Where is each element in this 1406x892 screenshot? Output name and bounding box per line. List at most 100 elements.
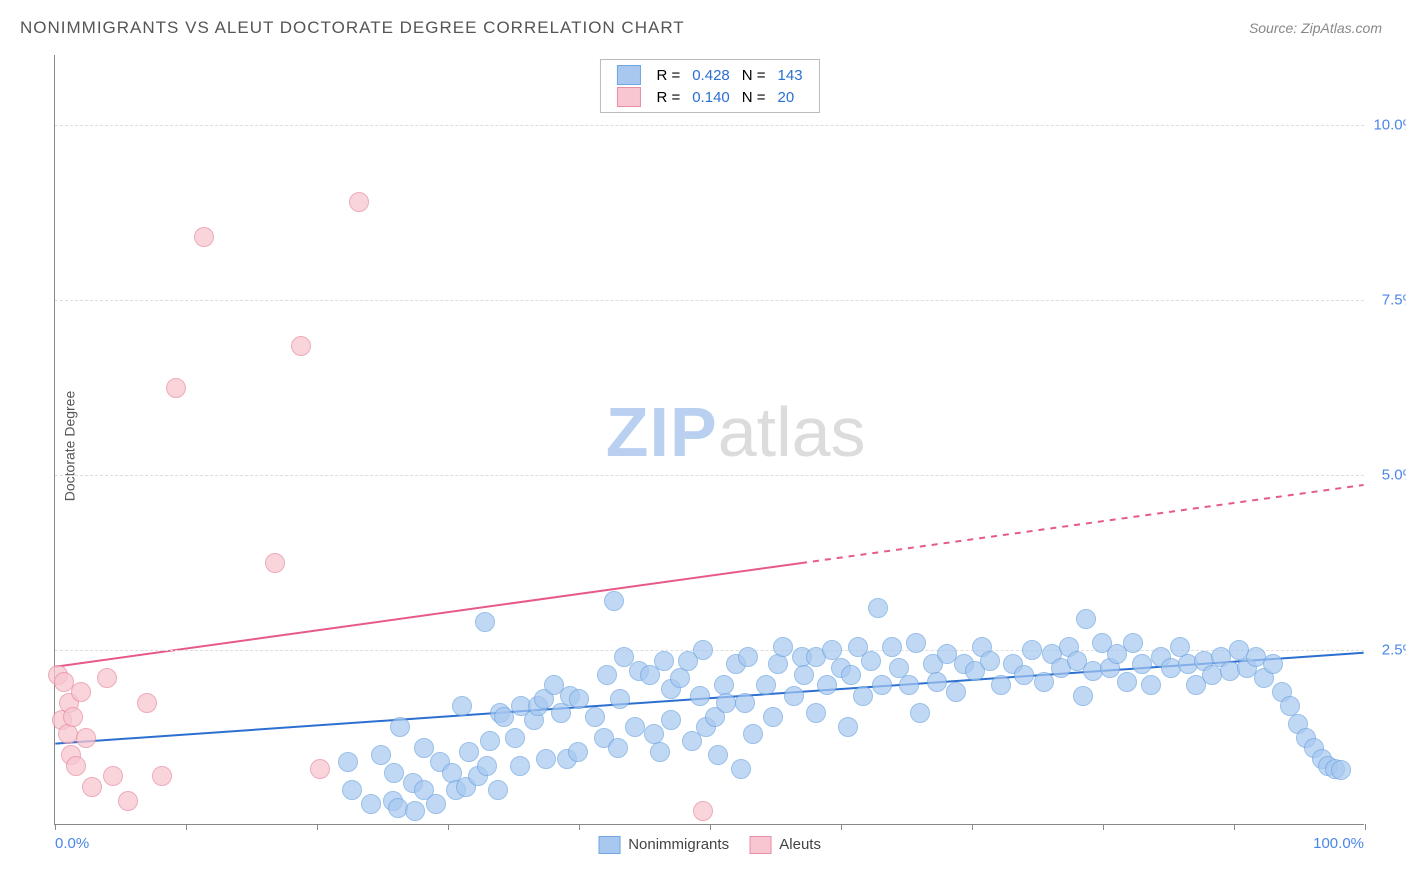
data-point [475,612,495,632]
data-point [1202,665,1222,685]
y-tick-label: 2.5% [1382,642,1406,659]
data-point [991,675,1011,695]
data-point [735,693,755,713]
legend-stats-row-nonimmigrants: R = 0.428 N = 143 [610,64,808,86]
chart-title: NONIMMIGRANTS VS ALEUT DOCTORATE DEGREE … [20,18,685,38]
data-point [426,794,446,814]
r-value-nonimmigrants: 0.428 [686,64,736,86]
data-point [946,682,966,702]
watermark-atlas: atlas [718,393,866,471]
n-value-aleuts: 20 [772,86,809,108]
swatch-nonimmigrants [616,65,640,85]
r-value-aleuts: 0.140 [686,86,736,108]
x-tick [186,824,187,830]
data-point [510,756,530,776]
data-point [536,749,556,769]
data-point [927,672,947,692]
data-point [899,675,919,695]
data-point [610,689,630,709]
data-point [817,675,837,695]
data-point [1331,760,1351,780]
data-point [872,675,892,695]
data-point [405,801,425,821]
data-point [794,665,814,685]
data-point [743,724,763,744]
data-point [551,703,571,723]
x-tick [448,824,449,830]
data-point [568,742,588,762]
x-tick [579,824,580,830]
data-point [488,780,508,800]
x-tick [1234,824,1235,830]
data-point [910,703,930,723]
data-point [806,703,826,723]
data-point [868,598,888,618]
legend-series: Nonimmigrants Aleuts [598,836,821,854]
data-point [63,707,83,727]
data-point [1123,633,1143,653]
data-point [1263,654,1283,674]
data-point [477,756,497,776]
data-point [152,766,172,786]
data-point [716,693,736,713]
x-tick-label: 0.0% [55,835,89,852]
data-point [625,717,645,737]
data-point [505,728,525,748]
data-point [76,728,96,748]
data-point [194,227,214,247]
data-point [690,686,710,706]
data-point [1073,686,1093,706]
watermark: ZIPatlas [606,392,866,472]
data-point [361,794,381,814]
data-point [390,717,410,737]
data-point [166,378,186,398]
data-point [1117,672,1137,692]
data-point [66,756,86,776]
x-tick [317,824,318,830]
legend-label-nonimmigrants: Nonimmigrants [628,836,729,853]
data-point [784,686,804,706]
gridline [55,475,1364,476]
n-value-nonimmigrants: 143 [772,64,809,86]
data-point [480,731,500,751]
data-point [861,651,881,671]
data-point [459,742,479,762]
data-point [82,777,102,797]
x-tick-label: 100.0% [1313,835,1364,852]
data-point [291,336,311,356]
chart-container: NONIMMIGRANTS VS ALEUT DOCTORATE DEGREE … [0,0,1406,892]
data-point [349,192,369,212]
data-point [661,710,681,730]
data-point [841,665,861,685]
data-point [608,738,628,758]
data-point [708,745,728,765]
gridline [55,300,1364,301]
swatch-aleuts [616,87,640,107]
data-point [265,553,285,573]
legend-stats: R = 0.428 N = 143 R = 0.140 N = 20 [599,59,819,113]
gridline [55,125,1364,126]
plot-area: ZIPatlas R = 0.428 N = 143 R = 0.140 N =… [54,55,1364,825]
data-point [906,633,926,653]
data-point [585,707,605,727]
data-point [1022,640,1042,660]
data-point [768,654,788,674]
data-point [763,707,783,727]
x-tick [841,824,842,830]
legend-label-aleuts: Aleuts [779,836,821,853]
data-point [342,780,362,800]
data-point [338,752,358,772]
swatch-nonimmigrants-b [598,836,620,854]
data-point [569,689,589,709]
data-point [137,693,157,713]
y-tick-label: 5.0% [1382,467,1406,484]
data-point [756,675,776,695]
data-point [71,682,91,702]
data-point [310,759,330,779]
x-tick [55,824,56,830]
data-point [773,637,793,657]
data-point [597,665,617,685]
data-point [1076,609,1096,629]
data-point [693,640,713,660]
y-tick-label: 7.5% [1382,292,1406,309]
